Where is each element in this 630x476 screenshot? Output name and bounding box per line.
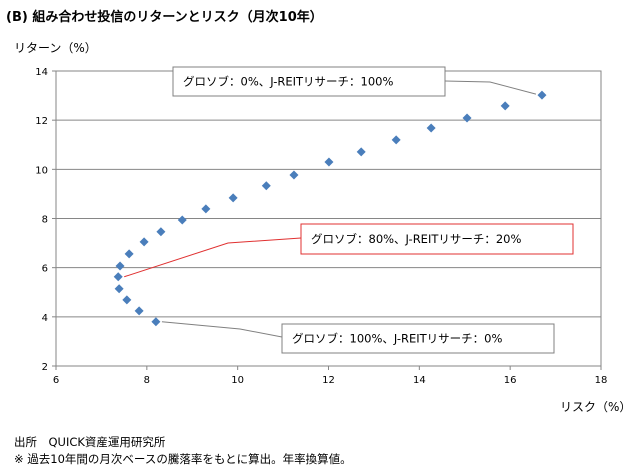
source-note: 出所 QUICK資産運用研究所 xyxy=(14,435,166,449)
data-point xyxy=(426,123,436,133)
x-tick-label: 16 xyxy=(504,375,517,386)
data-point xyxy=(356,147,366,157)
annotation-box xyxy=(300,223,574,255)
x-tick-label: 12 xyxy=(322,375,335,386)
annotation-label: グロソブ：100%、J-REITリサーチ：0% xyxy=(292,332,502,346)
footnote: ※ 過去10年間の月次ベースの騰落率をもとに算出。年率換算値。 xyxy=(14,452,352,466)
x-axis-label: リスク（%） xyxy=(560,400,630,414)
y-tick-label: 2 xyxy=(42,362,48,373)
annotation-box xyxy=(172,66,446,97)
data-point xyxy=(124,249,134,259)
data-point xyxy=(228,193,238,203)
x-tick-label: 6 xyxy=(53,375,59,386)
data-point xyxy=(201,204,211,214)
annotation-label: グロソブ：80%、J-REITリサーチ：20% xyxy=(311,232,521,246)
data-point xyxy=(462,113,472,123)
data-point xyxy=(139,237,149,247)
y-tick-label: 6 xyxy=(42,264,48,275)
y-axis-label: リターン（%） xyxy=(14,41,97,55)
data-point xyxy=(122,295,132,305)
data-point xyxy=(134,306,144,316)
y-tick-label: 14 xyxy=(35,67,48,78)
annotation-leader-line xyxy=(444,80,537,95)
y-tick-label: 8 xyxy=(42,215,48,226)
annotation-leader-line xyxy=(161,321,283,338)
data-point xyxy=(500,101,510,111)
data-point xyxy=(537,90,547,100)
y-tick-label: 12 xyxy=(35,116,48,127)
data-point xyxy=(113,272,123,282)
chart-title: (B) 組み合わせ投信のリターンとリスク（月次10年） xyxy=(6,10,323,25)
x-tick-label: 18 xyxy=(595,375,608,386)
annotation-label: グロソブ：0%、J-REITリサーチ：100% xyxy=(183,75,393,89)
x-tick-label: 8 xyxy=(144,375,150,386)
data-point xyxy=(391,135,401,145)
data-point xyxy=(114,284,124,294)
y-tick-label: 10 xyxy=(35,165,48,176)
y-tick-label: 4 xyxy=(42,313,48,324)
data-point xyxy=(177,215,187,225)
x-tick-label: 10 xyxy=(231,375,244,386)
annotation-leader-line xyxy=(124,237,302,278)
x-tick-label: 14 xyxy=(413,375,426,386)
data-point xyxy=(156,227,166,237)
data-point xyxy=(261,181,271,191)
data-point xyxy=(151,317,161,327)
annotation-box xyxy=(281,323,555,354)
data-point xyxy=(115,261,125,271)
data-point xyxy=(289,170,299,180)
data-point xyxy=(324,157,334,167)
